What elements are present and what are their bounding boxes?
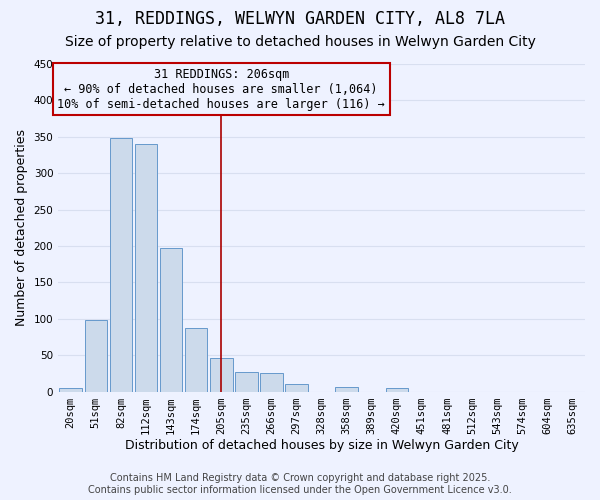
Text: 31 REDDINGS: 206sqm
← 90% of detached houses are smaller (1,064)
10% of semi-det: 31 REDDINGS: 206sqm ← 90% of detached ho… <box>58 68 385 110</box>
Bar <box>110 138 132 392</box>
Bar <box>210 358 233 392</box>
Bar <box>235 372 257 392</box>
X-axis label: Distribution of detached houses by size in Welwyn Garden City: Distribution of detached houses by size … <box>125 440 518 452</box>
Text: Size of property relative to detached houses in Welwyn Garden City: Size of property relative to detached ho… <box>65 35 535 49</box>
Bar <box>134 144 157 392</box>
Text: Contains HM Land Registry data © Crown copyright and database right 2025.
Contai: Contains HM Land Registry data © Crown c… <box>88 474 512 495</box>
Bar <box>285 384 308 392</box>
Bar <box>260 374 283 392</box>
Text: 31, REDDINGS, WELWYN GARDEN CITY, AL8 7LA: 31, REDDINGS, WELWYN GARDEN CITY, AL8 7L… <box>95 10 505 28</box>
Bar <box>185 328 208 392</box>
Bar <box>335 387 358 392</box>
Bar <box>386 388 408 392</box>
Bar <box>160 248 182 392</box>
Y-axis label: Number of detached properties: Number of detached properties <box>15 130 28 326</box>
Bar <box>59 388 82 392</box>
Bar <box>85 320 107 392</box>
